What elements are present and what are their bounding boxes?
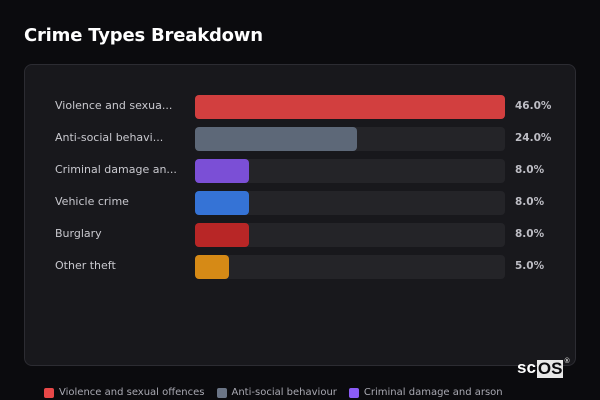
- bar-percentage: 8.0%: [515, 164, 545, 176]
- legend-label: Anti-social behaviour: [231, 387, 337, 398]
- registered-mark-icon: ®: [564, 358, 570, 365]
- bar-track: [195, 127, 505, 151]
- bar-track: [195, 255, 505, 279]
- bar-fill: [195, 191, 249, 215]
- bar-track: [195, 159, 505, 183]
- legend-label: Criminal damage and arson: [363, 387, 503, 398]
- legend-label: Violence and sexual offences: [59, 387, 205, 398]
- bar-label: Criminal damage an...: [55, 163, 177, 176]
- legend-item[interactable]: Criminal damage and arson: [348, 387, 503, 398]
- bar-percentage: 8.0%: [515, 228, 545, 240]
- legend-swatch-icon: [348, 387, 359, 398]
- bar-label: Burglary: [55, 227, 102, 240]
- bar-fill: [195, 127, 357, 151]
- logo-prefix: sc: [517, 358, 536, 377]
- logo-boxed: OS: [536, 359, 564, 378]
- page-title: Crime Types Breakdown: [24, 25, 263, 46]
- bar-label: Other theft: [55, 259, 116, 272]
- bar-label: Anti-social behavi...: [55, 131, 164, 144]
- bar-row: Vehicle crime 8.0%: [25, 191, 575, 215]
- bar-percentage: 24.0%: [515, 132, 552, 144]
- legend-swatch-icon: [44, 387, 54, 398]
- legend-item[interactable]: Violence and sexual offences: [44, 387, 205, 398]
- bar-row: Anti-social behavi... 24.0%: [25, 127, 575, 151]
- bar-track: [195, 223, 505, 247]
- bar-track: [195, 95, 505, 119]
- bar-label: Vehicle crime: [55, 195, 129, 208]
- bar-row: Burglary 8.0%: [25, 223, 575, 247]
- legend-item[interactable]: Anti-social behaviour: [216, 387, 337, 398]
- legend-swatch-icon: [216, 387, 227, 398]
- bar-track: [195, 191, 505, 215]
- bar-row: Criminal damage an... 8.0%: [25, 159, 575, 183]
- bar-label: Violence and sexua...: [55, 99, 173, 112]
- bar-percentage: 5.0%: [515, 260, 545, 272]
- bar-fill: [195, 223, 249, 247]
- bar-row: Other theft 5.0%: [25, 255, 575, 279]
- bar-fill: [195, 95, 505, 119]
- bar-percentage: 46.0%: [515, 100, 552, 112]
- bar-fill: [195, 255, 229, 279]
- chart-panel: Violence and sexua... 46.0% Anti-social b…: [24, 64, 576, 366]
- scos-logo: sc OS ®: [517, 358, 570, 378]
- bar-percentage: 8.0%: [515, 196, 545, 208]
- chart-legend: Violence and sexual offences Anti-social…: [44, 387, 503, 398]
- bar-fill: [195, 159, 249, 183]
- bar-row: Violence and sexua... 46.0%: [25, 95, 575, 119]
